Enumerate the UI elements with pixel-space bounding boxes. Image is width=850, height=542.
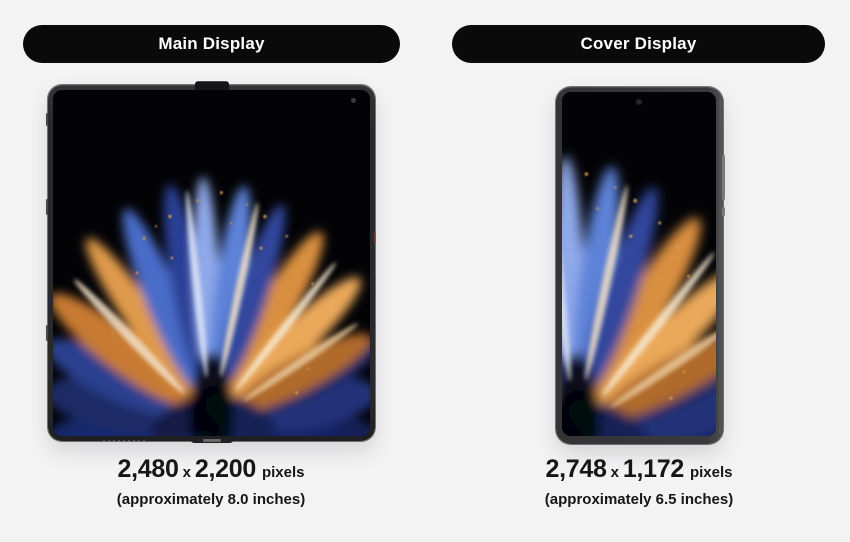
main-approx-size-text: (approximately 8.0 inches) (116, 491, 306, 508)
side-button (46, 113, 48, 126)
resolution-unit: pixels (261, 464, 305, 481)
main-display-screen (53, 90, 370, 436)
cover-resolution-text: 2,748 x 1,172 pixels (489, 455, 789, 484)
cover-display-badge-label: Cover Display (580, 34, 697, 53)
cover-display-screen (562, 92, 716, 436)
main-resolution-text: 2,480 x 2,200 pixels (61, 455, 361, 484)
punch-hole-camera-icon (636, 99, 642, 105)
main-display-badge: Main Display (23, 25, 400, 63)
volume-button (722, 155, 725, 200)
main-width-value: 2,480 (117, 455, 179, 483)
cover-approx-size-text: (approximately 6.5 inches) (544, 491, 734, 508)
side-button (46, 325, 48, 341)
power-button (722, 207, 725, 216)
main-display-badge-label: Main Display (158, 34, 265, 53)
resolution-unit: pixels (689, 464, 733, 481)
main-height-value: 2,200 (194, 455, 256, 483)
cover-display-badge: Cover Display (452, 25, 825, 63)
cover-wallpaper-art (562, 92, 716, 436)
hinge-spine (719, 97, 723, 434)
hinge-camera-bump (194, 81, 229, 91)
speaker-grille (103, 440, 147, 442)
cover-height-value: 1,172 (622, 455, 684, 483)
foldable-phone-open (46, 81, 376, 443)
hinge-seam (202, 439, 221, 442)
main-display-caption: 2,480 x 2,200 pixels (approximately 8.0 inc… (61, 455, 361, 508)
under-display-camera-icon (351, 98, 356, 103)
folded-phone-cover (556, 87, 725, 444)
main-wallpaper-art (53, 90, 370, 436)
edge-accent (374, 233, 376, 243)
resolution-separator: x (610, 464, 619, 481)
cover-display-caption: 2,748 x 1,172 pixels (approximately 6.5 inc… (489, 455, 789, 508)
side-button (46, 199, 48, 215)
resolution-separator: x (182, 464, 191, 481)
cover-width-value: 2,748 (545, 455, 607, 483)
